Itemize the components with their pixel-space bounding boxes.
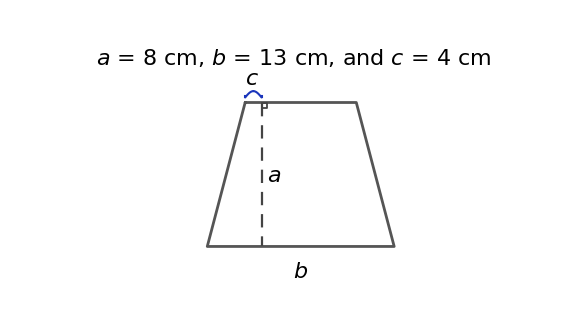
Text: $\it{a}$: $\it{a}$ xyxy=(267,166,281,186)
Text: $\it{a}$ = 8 cm, $\it{b}$ = 13 cm, and $\it{c}$ = 4 cm: $\it{a}$ = 8 cm, $\it{b}$ = 13 cm, and $… xyxy=(96,47,491,69)
Text: $\it{c}$: $\it{c}$ xyxy=(245,69,259,89)
Text: $\it{b}$: $\it{b}$ xyxy=(293,262,308,282)
